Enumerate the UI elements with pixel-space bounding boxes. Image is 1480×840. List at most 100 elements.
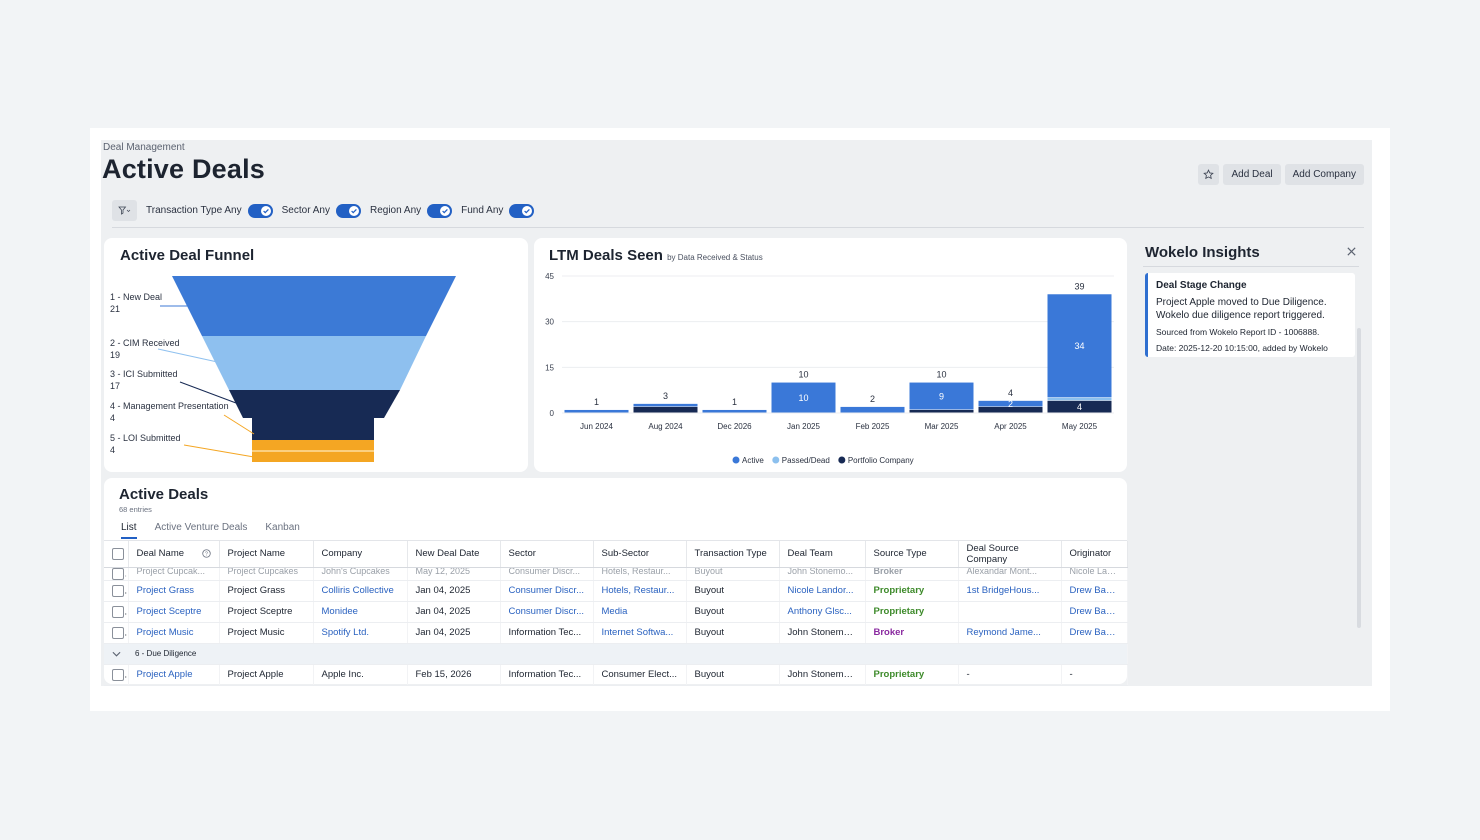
- table-row[interactable]: Project Music Project Music Spotify Ltd.…: [104, 622, 1128, 644]
- funnel-count: 4: [110, 413, 115, 423]
- table-row[interactable]: Project Apple Project Apple Apple Inc. F…: [104, 664, 1128, 686]
- company-link[interactable]: Monidee: [313, 601, 408, 623]
- table-row[interactable]: Project Grass Project Grass Colliris Col…: [104, 580, 1128, 602]
- table-row[interactable]: Project Cupcak... Project Cupcakes John's …: [104, 567, 1128, 581]
- deal-name-link[interactable]: Project Grass: [128, 580, 220, 602]
- filter-fund[interactable]: Fund Any: [461, 203, 535, 218]
- checkbox[interactable]: [112, 626, 124, 639]
- column-header[interactable]: Source Type: [865, 541, 959, 568]
- funnel-stage-ici-submitted[interactable]: [229, 390, 400, 418]
- funnel-stage-cim-received[interactable]: [202, 336, 426, 390]
- column-header[interactable]: Deal Source Company: [958, 541, 1062, 568]
- column-header[interactable]: New Deal Date: [407, 541, 501, 568]
- filter-toggle[interactable]: [427, 203, 453, 218]
- filter-transaction-type[interactable]: Transaction Type Any: [146, 203, 273, 218]
- bar-segment[interactable]: [633, 403, 698, 407]
- company-link[interactable]: Spotify Ltd.: [313, 622, 408, 644]
- bar-total-label: 10: [936, 370, 946, 380]
- checkbox[interactable]: [112, 668, 124, 681]
- bar-segment[interactable]: [978, 400, 1043, 407]
- filter-sector[interactable]: Sector Any: [281, 203, 361, 218]
- bar-segment[interactable]: [1047, 397, 1112, 401]
- tab-active-venture-deals[interactable]: Active Venture Deals: [154, 522, 248, 533]
- leader-line: [223, 414, 255, 435]
- bar-segment[interactable]: [1047, 294, 1112, 398]
- column-header[interactable]: Deal Name?: [128, 541, 220, 568]
- column-header[interactable]: Project Name: [219, 541, 314, 568]
- breadcrumb[interactable]: Deal Management: [103, 142, 185, 153]
- deal-name-link[interactable]: Project Apple: [128, 664, 220, 686]
- divider: [104, 540, 1127, 541]
- funnel-count: 4: [110, 445, 115, 455]
- checkbox[interactable]: [112, 567, 124, 579]
- deals-table: Deal Name? Project Name Company New Deal…: [104, 541, 1128, 686]
- tab-kanban[interactable]: Kanban: [265, 522, 300, 533]
- legend-swatch: [772, 456, 780, 464]
- y-tick-label: 45: [545, 272, 554, 281]
- company-link[interactable]: Colliris Collective: [313, 580, 408, 602]
- group-header-row[interactable]: 6 - Due Diligence: [104, 643, 1128, 665]
- help-icon[interactable]: ?: [201, 549, 211, 558]
- legend-label: Portfolio Company: [848, 456, 914, 465]
- funnel-stage-new-deal[interactable]: [172, 276, 456, 336]
- column-header[interactable]: Transaction Type: [686, 541, 780, 568]
- x-tick-label: Jun 2024: [580, 422, 613, 431]
- checkbox[interactable]: [112, 605, 124, 618]
- filter-menu-button[interactable]: [112, 200, 137, 221]
- bar-segment[interactable]: [1047, 400, 1112, 413]
- bar-segment[interactable]: [702, 409, 767, 413]
- favorite-button[interactable]: [1198, 164, 1220, 185]
- deal-management-page: Deal Management Active Deals Add Deal Ad…: [101, 140, 1372, 686]
- add-company-button[interactable]: Add Company: [1284, 164, 1364, 185]
- filter-label: Fund Any: [461, 205, 504, 216]
- legend-swatch: [838, 456, 846, 464]
- bar-total-label: 10: [798, 370, 808, 380]
- table-row[interactable]: Project Sceptre Project Sceptre Monidee …: [104, 601, 1128, 623]
- note-meta: Sourced from Wokelo Report ID - 1006888.: [1156, 327, 1320, 337]
- tab-list[interactable]: List: [121, 522, 137, 539]
- bar-segment[interactable]: [909, 409, 974, 413]
- scrollbar[interactable]: [1357, 328, 1361, 628]
- table-header: Deal Name? Project Name Company New Deal…: [104, 541, 1128, 568]
- funnel-count: 19: [110, 350, 120, 360]
- column-header[interactable]: Originator: [1061, 541, 1128, 568]
- insight-note[interactable]: Deal Stage Change Project Apple moved to…: [1145, 273, 1355, 357]
- bar-segment[interactable]: [840, 406, 905, 413]
- checkbox[interactable]: [112, 584, 124, 597]
- insights-title: Wokelo Insights: [1145, 244, 1260, 261]
- bar-total-label: 3: [663, 391, 668, 401]
- bar-segment[interactable]: [564, 409, 629, 413]
- leader-line: [157, 348, 223, 364]
- funnel-count: 17: [110, 381, 120, 391]
- bar-segment-label: 34: [1074, 341, 1084, 351]
- y-tick-label: 30: [545, 318, 554, 327]
- chevron-down-icon[interactable]: [112, 651, 121, 657]
- y-tick-label: 15: [545, 363, 554, 372]
- star-icon: [1203, 169, 1215, 180]
- funnel-stage-loi-band: [252, 450, 374, 452]
- filter-label: Sector Any: [281, 205, 330, 216]
- column-header[interactable]: Sub-Sector: [593, 541, 687, 568]
- bar-segment[interactable]: [771, 382, 836, 413]
- bar-segment[interactable]: [909, 382, 974, 410]
- select-all-checkbox[interactable]: [104, 541, 129, 568]
- column-header[interactable]: Sector: [500, 541, 594, 568]
- active-deal-funnel-card: Active Deal Funnel 1 - New Deal 21 2 - C…: [104, 238, 528, 472]
- deal-name-link[interactable]: Project Sceptre: [128, 601, 220, 623]
- filter-toggle[interactable]: [509, 203, 535, 218]
- filter-region[interactable]: Region Any: [370, 203, 453, 218]
- bar-segment[interactable]: [633, 406, 698, 413]
- checkbox[interactable]: [112, 547, 124, 560]
- x-tick-label: Aug 2024: [648, 422, 683, 431]
- filter-toggle[interactable]: [335, 203, 361, 218]
- ltm-subtitle: by Data Received & Status: [667, 253, 763, 262]
- column-header[interactable]: Company: [313, 541, 408, 568]
- bar-segment[interactable]: [978, 406, 1043, 413]
- funnel-stage-management-presentation[interactable]: [252, 418, 374, 440]
- add-deal-button[interactable]: Add Deal: [1223, 164, 1281, 185]
- column-header[interactable]: Deal Team: [779, 541, 866, 568]
- close-icon[interactable]: [1346, 246, 1357, 257]
- legend-label: Passed/Dead: [782, 456, 830, 465]
- deal-name-link[interactable]: Project Music: [128, 622, 220, 644]
- filter-toggle[interactable]: [247, 203, 273, 218]
